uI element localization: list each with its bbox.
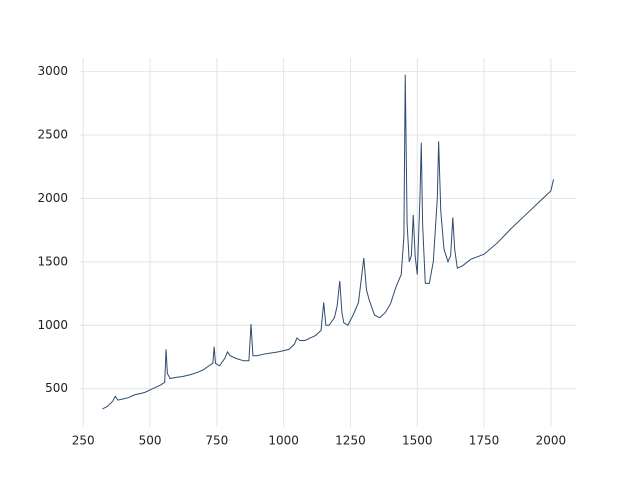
x-tick-label: 500 [139, 434, 162, 448]
y-tick-label: 1500 [37, 254, 68, 268]
x-tick-label: 1500 [402, 434, 433, 448]
y-tick-label: 2000 [37, 191, 68, 205]
x-tick-label: 2000 [536, 434, 567, 448]
x-tick-label: 1750 [469, 434, 500, 448]
x-tick-label: 1250 [335, 434, 366, 448]
x-tick-label: 750 [205, 434, 228, 448]
y-tick-label: 1000 [37, 318, 68, 332]
y-tick-label: 2500 [37, 127, 68, 141]
y-tick-label: 500 [45, 381, 68, 395]
spectrum-line [102, 74, 555, 410]
x-tick-label: 250 [72, 434, 95, 448]
y-tick-label: 3000 [37, 64, 68, 78]
x-tick-label: 1000 [268, 434, 299, 448]
